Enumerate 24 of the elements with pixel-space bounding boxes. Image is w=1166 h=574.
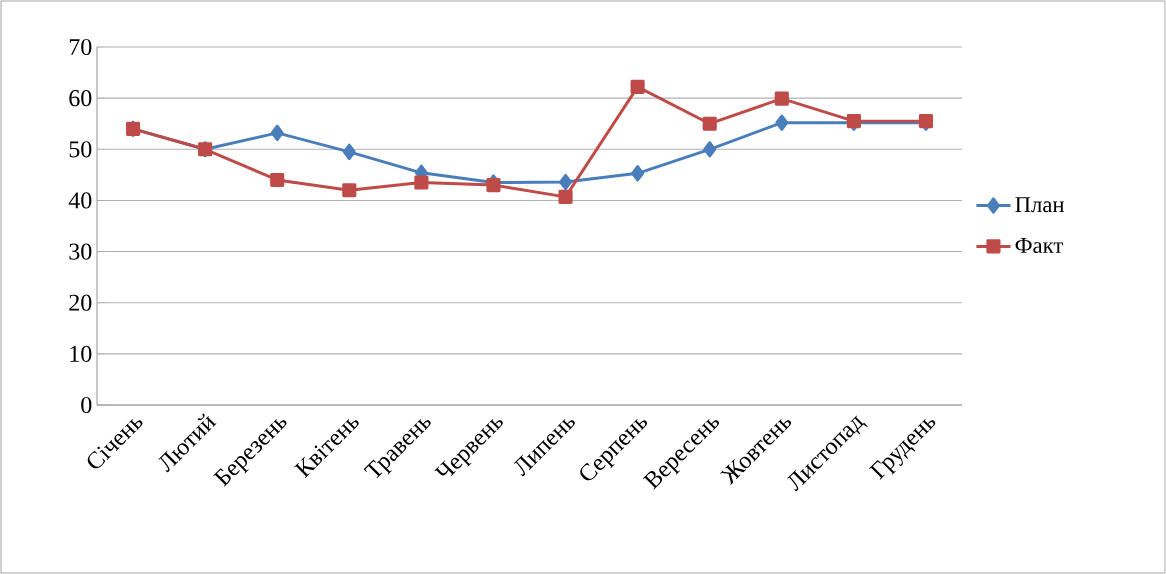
legend-label: План (1015, 197, 1064, 213)
point (775, 114, 789, 131)
legend-label: Факт (1015, 237, 1063, 254)
point (559, 173, 573, 191)
point (342, 143, 356, 160)
point (702, 116, 717, 131)
point (414, 175, 429, 190)
y-tick-label: 0 (81, 396, 92, 414)
point (342, 183, 357, 198)
point (774, 91, 789, 106)
y-tick-label: 40 (68, 192, 92, 209)
y-tick-label: 50 (69, 141, 92, 158)
point (486, 178, 501, 193)
y-tick-label: 20 (69, 294, 92, 311)
point (703, 141, 717, 158)
y-tick-label: 30 (69, 243, 92, 260)
point (270, 124, 284, 142)
point (630, 79, 645, 94)
point (631, 165, 645, 182)
point (270, 172, 285, 188)
y-tick-label: 10 (70, 345, 92, 362)
y-tick-label: 70 (69, 38, 92, 56)
point (558, 189, 573, 204)
y-tick-label: 60 (69, 90, 92, 107)
